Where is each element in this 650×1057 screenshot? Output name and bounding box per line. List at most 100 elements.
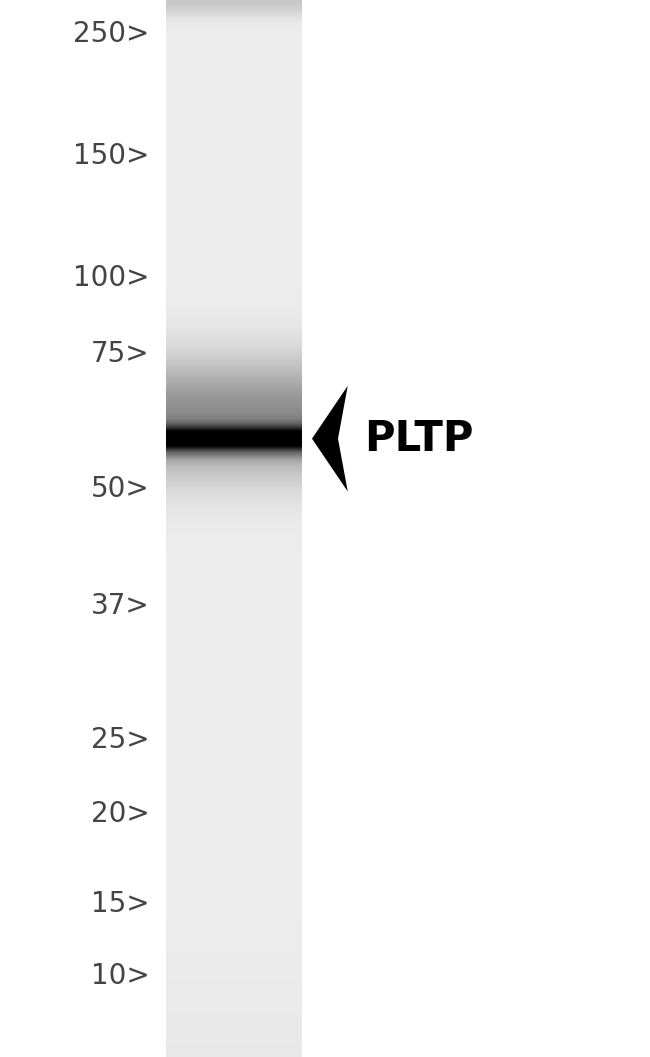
Bar (166, 243, 302, 244)
Text: 150>: 150> (73, 143, 150, 170)
Bar (166, 560, 302, 561)
Bar (166, 582, 302, 583)
Bar (166, 443, 302, 444)
Bar (166, 96, 302, 97)
Bar (166, 47, 302, 48)
Bar (166, 426, 302, 427)
Bar (166, 1001, 302, 1002)
Bar (166, 526, 302, 527)
Bar (166, 892, 302, 893)
Bar (166, 335, 302, 336)
Bar (166, 1025, 302, 1026)
Bar (166, 756, 302, 757)
Bar (166, 873, 302, 874)
Bar (166, 869, 302, 870)
Bar (166, 34, 302, 35)
Bar (166, 498, 302, 499)
Bar (166, 185, 302, 186)
Bar (166, 334, 302, 335)
Bar (166, 1055, 302, 1056)
Bar (166, 950, 302, 951)
Bar (166, 346, 302, 347)
Bar (166, 778, 302, 779)
Bar (166, 59, 302, 60)
Bar (166, 652, 302, 653)
Bar (166, 946, 302, 947)
Bar (166, 765, 302, 766)
Bar (166, 157, 302, 159)
Bar (166, 553, 302, 554)
Bar (166, 274, 302, 275)
Bar (166, 684, 302, 685)
Bar (166, 223, 302, 224)
Bar (166, 202, 302, 203)
Bar (166, 808, 302, 809)
Bar (166, 145, 302, 146)
Bar (166, 265, 302, 266)
Bar (166, 163, 302, 164)
Bar (166, 327, 302, 328)
Bar (166, 260, 302, 261)
Bar (166, 1054, 302, 1055)
Bar (166, 200, 302, 201)
Bar (166, 487, 302, 488)
Bar (166, 187, 302, 188)
Bar (166, 811, 302, 812)
Bar (166, 311, 302, 312)
Bar (166, 650, 302, 651)
Bar (166, 73, 302, 74)
Bar (166, 484, 302, 485)
Bar (166, 755, 302, 756)
Bar (166, 204, 302, 205)
Bar (166, 785, 302, 786)
Bar (166, 620, 302, 622)
Bar (166, 685, 302, 686)
Bar (166, 55, 302, 56)
Bar (166, 932, 302, 933)
Bar (166, 675, 302, 676)
Bar (166, 224, 302, 225)
Bar (166, 401, 302, 402)
Bar (166, 864, 302, 865)
Bar (166, 450, 302, 451)
Bar (166, 925, 302, 926)
Bar (166, 217, 302, 218)
Bar (166, 290, 302, 291)
Bar (166, 709, 302, 710)
Bar (166, 30, 302, 31)
Bar (166, 489, 302, 490)
Bar (166, 210, 302, 211)
Bar (166, 292, 302, 293)
Bar (166, 930, 302, 931)
Bar (166, 698, 302, 699)
Bar (166, 585, 302, 586)
Text: 250>: 250> (73, 20, 150, 48)
Bar (166, 661, 302, 662)
Bar (166, 818, 302, 819)
Bar (166, 984, 302, 985)
Bar (166, 514, 302, 515)
Bar (166, 757, 302, 758)
Text: 100>: 100> (73, 264, 150, 292)
Bar (166, 945, 302, 946)
Bar (166, 92, 302, 93)
Bar (166, 229, 302, 230)
Bar (166, 179, 302, 180)
Bar (166, 396, 302, 397)
Bar (166, 1056, 302, 1057)
Bar (166, 122, 302, 123)
Bar (166, 189, 302, 190)
Bar (166, 241, 302, 242)
Bar (166, 13, 302, 14)
Bar (166, 803, 302, 804)
Bar (166, 1045, 302, 1046)
Bar (166, 356, 302, 357)
Bar (166, 87, 302, 88)
Bar (166, 966, 302, 967)
Bar (166, 1015, 302, 1016)
Bar (166, 388, 302, 389)
Bar (166, 549, 302, 550)
Bar (166, 318, 302, 319)
Bar (166, 478, 302, 479)
Bar (166, 799, 302, 800)
